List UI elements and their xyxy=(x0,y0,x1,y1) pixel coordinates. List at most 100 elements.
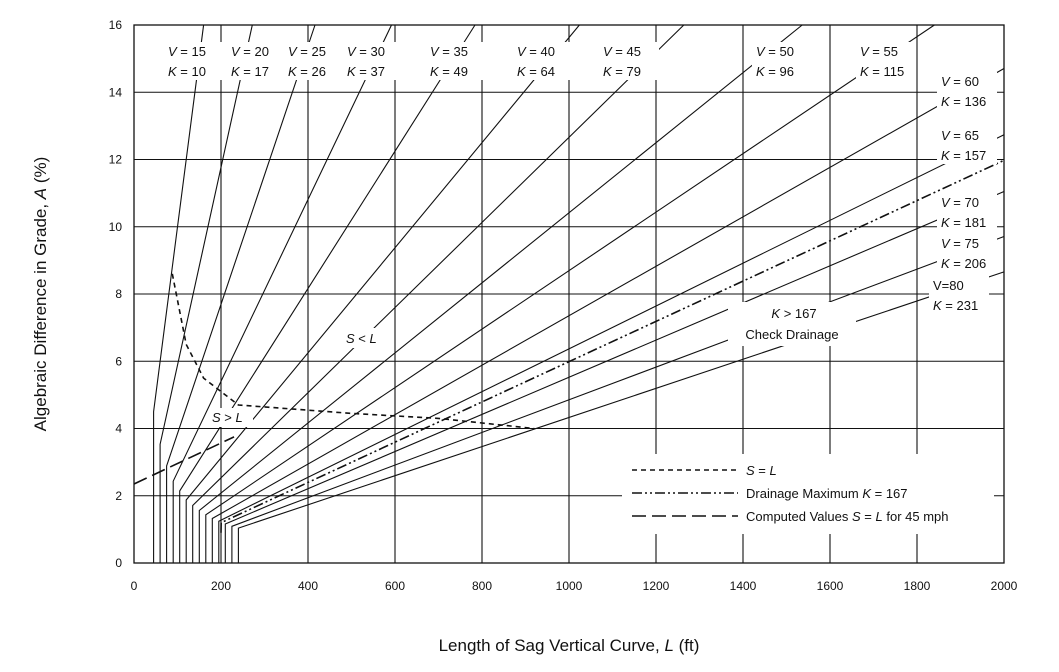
legend-label: Drainage Maximum K = 167 xyxy=(746,486,908,501)
curve-label-v75: V = 75 K = 206 xyxy=(937,234,997,272)
legend-item: Computed Values S = L for 45 mph xyxy=(632,509,949,524)
curve-label-speed: V = 45 xyxy=(603,44,641,59)
x-tick-label: 1800 xyxy=(904,579,931,593)
curve-label-v65: V = 65 K = 157 xyxy=(937,126,997,164)
curve-label-background xyxy=(513,42,573,80)
curve-label-background xyxy=(343,42,403,80)
legend-label: S = L xyxy=(746,463,777,478)
curve-label-speed: V = 65 xyxy=(941,128,979,143)
curve-label-background xyxy=(856,42,916,80)
legend-background xyxy=(622,454,994,534)
check-drainage-text-1: K > 167 xyxy=(771,306,816,321)
annotation-background xyxy=(343,328,389,348)
s-greater-l-annotation: S > L xyxy=(209,408,253,427)
legend-label: Computed Values S = L for 45 mph xyxy=(746,509,949,524)
curve-label-k: K = 96 xyxy=(756,64,794,79)
curve-label-speed: V = 75 xyxy=(941,236,979,251)
x-tick-label: 200 xyxy=(211,579,231,593)
y-tick-label: 10 xyxy=(109,220,123,234)
curve-label-background xyxy=(937,72,997,110)
curve-label-v80: V=80 K = 231 xyxy=(929,276,989,314)
curve-v30 xyxy=(172,24,392,563)
x-axis-title: Length of Sag Vertical Curve, L (ft) xyxy=(439,636,700,655)
curve-label-k: K = 231 xyxy=(933,298,978,313)
x-tick-label: 2000 xyxy=(991,579,1018,593)
curve-v45 xyxy=(192,24,685,563)
curve-label-k: K = 136 xyxy=(941,94,986,109)
curve-label-speed: V=80 xyxy=(933,278,964,293)
curve-label-background xyxy=(599,42,659,80)
curve-v25 xyxy=(166,24,316,563)
curve-label-speed: V = 60 xyxy=(941,74,979,89)
curve-label-speed: V = 35 xyxy=(430,44,468,59)
curve-label-k: K = 206 xyxy=(941,256,986,271)
curve-v55 xyxy=(205,24,935,563)
curve-label-background xyxy=(164,42,224,80)
curve-label-k: K = 64 xyxy=(517,64,555,79)
curve-v80 xyxy=(237,271,1005,563)
legend: S = L Drainage Maximum K = 167 Computed Va… xyxy=(622,454,994,534)
annotations: S < L S > L K > 167 Check Drainage xyxy=(209,302,856,427)
s-equals-l-line xyxy=(171,273,535,430)
curve-label-k: K = 157 xyxy=(941,148,986,163)
y-tick-label: 14 xyxy=(109,85,123,99)
curve-label-speed: V = 50 xyxy=(756,44,794,59)
curve-label-v35: V = 35 K = 49 xyxy=(426,42,486,80)
curve-label-k: K = 26 xyxy=(288,64,326,79)
curve-label-background xyxy=(227,42,287,80)
s-greater-l-text: S > L xyxy=(212,410,243,425)
x-tick-label: 0 xyxy=(131,579,138,593)
curve-v50 xyxy=(198,24,803,563)
y-tick-label: 0 xyxy=(115,556,122,570)
x-tick-label: 400 xyxy=(298,579,318,593)
curve-label-k: K = 17 xyxy=(231,64,269,79)
y-axis-title: Algebraic Difference in Grade, A (%) xyxy=(31,157,50,432)
curve-label-k: K = 10 xyxy=(168,64,206,79)
x-tick-label: 1600 xyxy=(817,579,844,593)
y-tick-label: 12 xyxy=(109,153,123,167)
annotation-background xyxy=(209,408,253,427)
curve-label-speed: V = 70 xyxy=(941,195,979,210)
curve-label-v30: V = 30 K = 37 xyxy=(343,42,403,80)
curve-label-background xyxy=(937,234,997,272)
curve-v40 xyxy=(185,24,580,563)
curve-label-k: K = 181 xyxy=(941,215,986,230)
curve-label-background xyxy=(929,276,989,314)
annotation-background xyxy=(728,302,856,346)
curve-labels: V = 15K = 10V = 20K = 17V = 25K = 26V = … xyxy=(164,42,997,314)
y-tick-label: 4 xyxy=(115,422,122,436)
curve-label-k: K = 115 xyxy=(860,64,904,79)
x-tick-label: 1200 xyxy=(643,579,670,593)
curve-label-v50: V = 50 K = 96 xyxy=(752,42,812,80)
curve-label-speed: V = 20 xyxy=(231,44,269,59)
computed-45mph-line xyxy=(133,436,235,485)
special-lines xyxy=(133,159,1005,533)
curve-label-speed: V = 55 xyxy=(860,44,898,59)
curve-label-k: K = 37 xyxy=(347,64,385,79)
drainage-max-line xyxy=(220,159,1005,533)
y-tick-label: 8 xyxy=(115,287,122,301)
curve-v20 xyxy=(159,24,253,563)
y-tick-label: 6 xyxy=(115,354,122,368)
curve-label-v45: V = 45 K = 79 xyxy=(599,42,659,80)
curve-label-v55: V = 55 K = 115 xyxy=(856,42,916,80)
check-drainage-text-2: Check Drainage xyxy=(745,327,838,342)
x-tick-label: 800 xyxy=(472,579,492,593)
s-less-l-text: S < L xyxy=(346,331,377,346)
curve-v60 xyxy=(211,68,1005,563)
curve-label-v25: V = 25 K = 26 xyxy=(284,42,344,80)
curve-label-k: K = 79 xyxy=(603,64,641,79)
curve-v65 xyxy=(218,134,1005,563)
curve-label-background xyxy=(752,42,812,80)
curve-label-v40: V = 40 K = 64 xyxy=(513,42,573,80)
curve-label-background xyxy=(284,42,344,80)
plot-frame xyxy=(133,24,1005,564)
curve-v15 xyxy=(153,24,205,563)
curve-label-background xyxy=(937,193,997,231)
curve-label-k: K = 49 xyxy=(430,64,468,79)
curve-label-v15: V = 15 K = 10 xyxy=(164,42,224,80)
curve-v35 xyxy=(179,24,476,563)
curve-label-v60: V = 60 K = 136 xyxy=(937,72,997,110)
check-drainage-annotation: K > 167 Check Drainage xyxy=(728,302,856,346)
